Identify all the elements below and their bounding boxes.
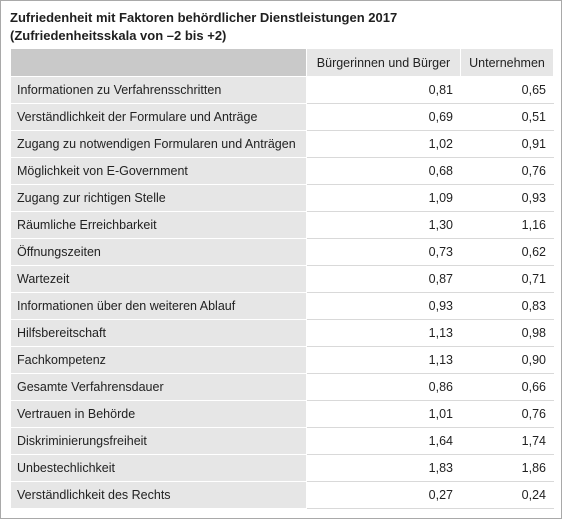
value-buerger: 1,30	[306, 211, 461, 239]
row-label: Räumliche Erreichbarkeit	[10, 211, 307, 239]
table-row: Räumliche Erreichbarkeit 1,30 1,16	[10, 211, 554, 239]
value-unternehmen: 1,86	[460, 454, 554, 482]
header-unternehmen: Unternehmen	[460, 48, 554, 77]
value-buerger: 1,09	[306, 184, 461, 212]
table-row: Diskriminierungsfreiheit 1,64 1,74	[10, 427, 554, 455]
table-row: Vertrauen in Behörde 1,01 0,76	[10, 400, 554, 428]
table-row: Wartezeit 0,87 0,71	[10, 265, 554, 293]
value-unternehmen: 0,98	[460, 319, 554, 347]
value-unternehmen: 1,74	[460, 427, 554, 455]
data-table: Bürgerinnen und Bürger Unternehmen Infor…	[10, 48, 554, 509]
value-unternehmen: 0,83	[460, 292, 554, 320]
row-label: Möglichkeit von E-Government	[10, 157, 307, 185]
table-body: Informationen zu Verfahrensschritten 0,81…	[10, 76, 554, 509]
value-buerger: 0,81	[306, 76, 461, 104]
table-row: Verständlichkeit der Formulare und Anträ…	[10, 103, 554, 131]
header-buerger: Bürgerinnen und Bürger	[306, 48, 461, 77]
value-unternehmen: 0,51	[460, 103, 554, 131]
value-buerger: 1,01	[306, 400, 461, 428]
row-label: Verständlichkeit des Rechts	[10, 481, 307, 509]
row-label: Informationen zu Verfahrensschritten	[10, 76, 307, 104]
value-unternehmen: 0,93	[460, 184, 554, 212]
row-label: Verständlichkeit der Formulare und Anträ…	[10, 103, 307, 131]
value-unternehmen: 0,76	[460, 400, 554, 428]
row-label: Vertrauen in Behörde	[10, 400, 307, 428]
row-label: Zugang zur richtigen Stelle	[10, 184, 307, 212]
value-unternehmen: 0,76	[460, 157, 554, 185]
table-row: Öffnungszeiten 0,73 0,62	[10, 238, 554, 266]
row-label: Wartezeit	[10, 265, 307, 293]
value-unternehmen: 0,91	[460, 130, 554, 158]
table-row: Möglichkeit von E-Government 0,68 0,76	[10, 157, 554, 185]
value-buerger: 1,02	[306, 130, 461, 158]
table-row: Unbestechlichkeit 1,83 1,86	[10, 454, 554, 482]
table-row: Verständlichkeit des Rechts 0,27 0,24	[10, 481, 554, 509]
value-unternehmen: 0,65	[460, 76, 554, 104]
row-label: Zugang zu notwendigen Formularen und Ant…	[10, 130, 307, 158]
value-unternehmen: 1,16	[460, 211, 554, 239]
row-label: Fachkompetenz	[10, 346, 307, 374]
table-row: Fachkompetenz 1,13 0,90	[10, 346, 554, 374]
value-buerger: 0,68	[306, 157, 461, 185]
row-label: Öffnungszeiten	[10, 238, 307, 266]
value-unternehmen: 0,24	[460, 481, 554, 509]
row-label: Hilfsbereitschaft	[10, 319, 307, 347]
table-row: Informationen zu Verfahrensschritten 0,81…	[10, 76, 554, 104]
value-unternehmen: 0,62	[460, 238, 554, 266]
header-label-cell	[10, 48, 307, 77]
row-label: Diskriminierungsfreiheit	[10, 427, 307, 455]
value-buerger: 0,93	[306, 292, 461, 320]
table-row: Informationen über den weiteren Ablauf 0,…	[10, 292, 554, 320]
table-title: Zufriedenheit mit Faktoren behördlicher …	[10, 9, 550, 45]
value-buerger: 0,86	[306, 373, 461, 401]
value-buerger: 1,13	[306, 319, 461, 347]
table-row: Zugang zur richtigen Stelle 1,09 0,93	[10, 184, 554, 212]
value-buerger: 0,69	[306, 103, 461, 131]
value-buerger: 1,13	[306, 346, 461, 374]
table-row: Hilfsbereitschaft 1,13 0,98	[10, 319, 554, 347]
table-row: Zugang zu notwendigen Formularen und Ant…	[10, 130, 554, 158]
table-row: Gesamte Verfahrensdauer 0,86 0,66	[10, 373, 554, 401]
value-unternehmen: 0,90	[460, 346, 554, 374]
subtitle-line: (Zufriedenheitsskala von –2 bis +2)	[10, 28, 227, 43]
row-label: Informationen über den weiteren Ablauf	[10, 292, 307, 320]
header-row: Bürgerinnen und Bürger Unternehmen	[10, 48, 554, 77]
title-line: Zufriedenheit mit Faktoren behördlicher …	[10, 10, 398, 25]
value-buerger: 0,73	[306, 238, 461, 266]
row-label: Gesamte Verfahrensdauer	[10, 373, 307, 401]
value-buerger: 0,87	[306, 265, 461, 293]
value-buerger: 1,64	[306, 427, 461, 455]
row-label: Unbestechlichkeit	[10, 454, 307, 482]
value-unternehmen: 0,71	[460, 265, 554, 293]
value-unternehmen: 0,66	[460, 373, 554, 401]
value-buerger: 0,27	[306, 481, 461, 509]
value-buerger: 1,83	[306, 454, 461, 482]
